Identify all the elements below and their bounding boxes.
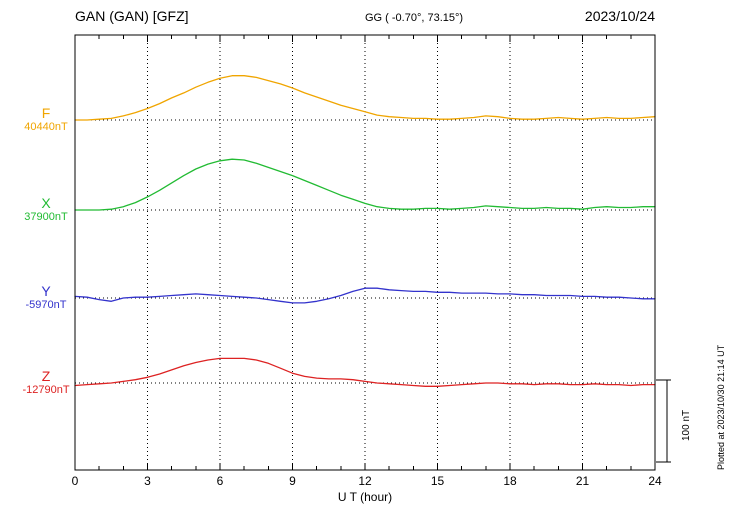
series-label-Y: Y -5970nT [15,283,77,312]
trace-Z [74,357,656,387]
x-tick-label-3: 3 [144,474,151,488]
x-tick-label-15: 15 [430,474,445,488]
x-tick-label-12: 12 [358,474,372,488]
trace-Y [74,287,656,304]
plot-date: 2023/10/24 [584,8,655,24]
x-tick-label-9: 9 [289,474,296,488]
series-label-Z: Z -12790nT [15,368,77,397]
x-axis-label: U T (hour) [337,490,393,504]
series-letter-Z: Z [41,368,51,384]
plot-border [74,34,656,471]
series-label-F: F 40440nT [15,105,77,134]
x-tick-label-24: 24 [648,474,662,488]
station-title: GAN (GAN) [GFZ] [75,8,189,24]
series-letter-X: X [41,195,51,211]
series-basevalue-Z: -12790nT [22,384,70,397]
x-tick-label-18: 18 [503,474,517,488]
trace-F [74,75,656,121]
trace-X [74,158,656,211]
scale-bar-label: 100 nT [681,409,692,441]
x-tick-label-0: 0 [71,474,79,488]
series-basevalue-F: 40440nT [24,121,68,134]
x-tick-label-6: 6 [216,474,224,488]
series-basevalue-Y: -5970nT [25,299,67,312]
geo-coordinates: GG ( -0.70°, 73.15°) [365,12,464,24]
series-label-X: X 37900nT [15,195,77,224]
x-tick-label-21: 21 [575,474,590,488]
series-letter-Y: Y [41,283,51,299]
series-basevalue-X: 37900nT [24,211,68,224]
plotted-at-note: Plotted at 2023/10/30 21:14 UT [716,344,726,470]
series-letter-F: F [41,105,51,121]
